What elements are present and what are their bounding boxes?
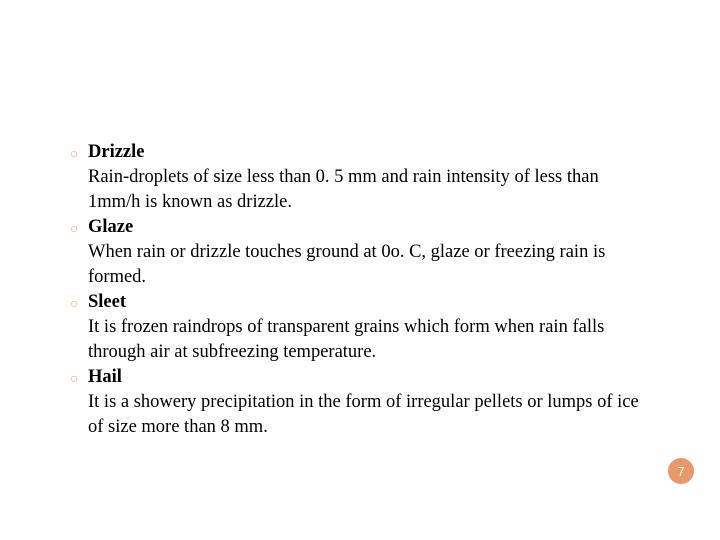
bullet-line: ○ Sleet xyxy=(70,290,650,315)
bullet-line: ○ Glaze xyxy=(70,215,650,240)
item-description: It is frozen raindrops of transparent gr… xyxy=(88,315,650,365)
slide-content: ○ Drizzle Rain-droplets of size less tha… xyxy=(70,140,650,440)
list-item: ○ Drizzle Rain-droplets of size less tha… xyxy=(70,140,650,215)
item-description: It is a showery precipitation in the for… xyxy=(88,390,650,440)
item-heading: Sleet xyxy=(88,290,126,315)
page-number-badge: 7 xyxy=(668,458,694,484)
item-heading: Drizzle xyxy=(88,140,145,165)
bullet-icon: ○ xyxy=(70,221,88,240)
bullet-line: ○ Hail xyxy=(70,365,650,390)
list-item: ○ Sleet It is frozen raindrops of transp… xyxy=(70,290,650,365)
list-item: ○ Glaze When rain or drizzle touches gro… xyxy=(70,215,650,290)
item-heading: Hail xyxy=(88,365,122,390)
item-description: Rain-droplets of size less than 0. 5 mm … xyxy=(88,165,650,215)
bullet-line: ○ Drizzle xyxy=(70,140,650,165)
slide: ○ Drizzle Rain-droplets of size less tha… xyxy=(0,0,720,540)
item-description: When rain or drizzle touches ground at 0… xyxy=(88,240,650,290)
bullet-icon: ○ xyxy=(70,371,88,390)
bullet-icon: ○ xyxy=(70,296,88,315)
page-number: 7 xyxy=(677,464,684,479)
list-item: ○ Hail It is a showery precipitation in … xyxy=(70,365,650,440)
bullet-icon: ○ xyxy=(70,146,88,165)
item-heading: Glaze xyxy=(88,215,133,240)
